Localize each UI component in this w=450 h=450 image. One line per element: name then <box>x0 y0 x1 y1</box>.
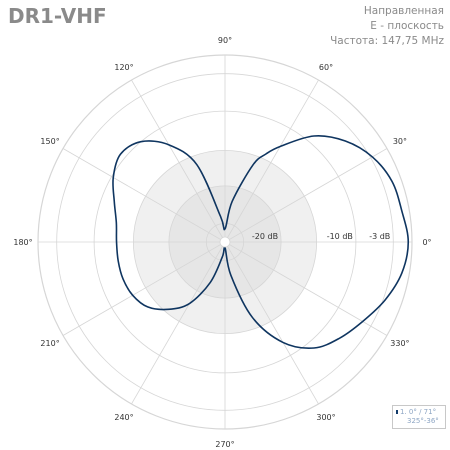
pattern-type: Направленная <box>363 5 444 17</box>
legend-label: 1. 0° / 71° <box>400 408 437 416</box>
legend-entry: 1. 0° / 71° <box>396 408 436 417</box>
grid-spoke <box>224 241 388 336</box>
angle-tick-label: 150° <box>40 137 59 146</box>
legend: 1. 0° / 71° 325°-36° <box>392 405 446 429</box>
angle-tick-label: 180° <box>13 238 32 247</box>
angle-tick-label: 30° <box>393 137 407 146</box>
angle-tick-label: 0° <box>422 238 431 247</box>
radial-tick-label: -10 dB <box>327 232 353 241</box>
grid-spoke <box>62 148 226 243</box>
angle-tick-label: 270° <box>215 440 234 449</box>
chart-title: DR1-VHF <box>8 4 107 28</box>
angle-tick-label: 330° <box>390 339 409 348</box>
grid-spoke <box>131 241 226 405</box>
angle-tick-label: 120° <box>114 63 133 72</box>
angle-tick-label: 210° <box>40 339 59 348</box>
grid-spoke <box>224 148 388 243</box>
radial-tick-label: -20 dB <box>252 232 278 241</box>
center-marker <box>219 236 231 248</box>
angle-tick-label: 240° <box>114 413 133 422</box>
pattern-trace <box>112 135 410 349</box>
grid-spoke <box>224 79 319 243</box>
legend-range: 325°-36° <box>407 417 439 425</box>
legend-swatch <box>396 410 398 414</box>
angle-tick-label: 300° <box>316 413 335 422</box>
frequency-label: Частота: 147,75 MHz <box>330 35 444 47</box>
angle-tick-label: 60° <box>319 63 333 72</box>
grid-spoke <box>224 241 319 405</box>
grid-spoke <box>131 79 226 243</box>
radial-tick-label: -3 dB <box>369 232 390 241</box>
angle-tick-label: 90° <box>218 36 232 45</box>
grid-spoke <box>62 241 226 336</box>
plane-label: E - плоскость <box>370 20 444 32</box>
chart-info: Направленная E - плоскость Частота: 147,… <box>330 4 444 49</box>
